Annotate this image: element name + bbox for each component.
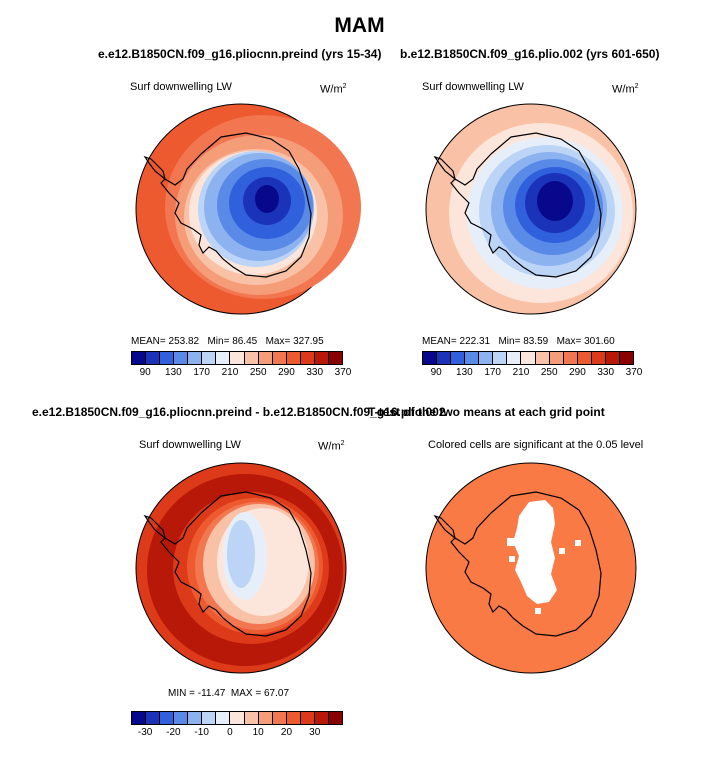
colorbar-swatch	[188, 712, 203, 724]
colorbar-swatch	[230, 712, 245, 724]
colorbar-tick-label: 30	[309, 727, 321, 738]
colorbar-tick-label: 290	[278, 367, 295, 378]
colorbar-tick-label: -30	[137, 727, 153, 738]
colorbar-swatch	[328, 712, 342, 724]
panel-3-map	[135, 462, 347, 674]
colorbar-tick-label: 370	[625, 367, 643, 378]
colorbar-swatch	[535, 352, 550, 364]
colorbar-tick-label: 370	[334, 367, 352, 378]
colorbar-tick-label: 90	[139, 367, 151, 378]
colorbar-swatch	[216, 352, 231, 364]
colorbar-swatch	[451, 352, 466, 364]
colorbar-swatch	[132, 352, 147, 364]
colorbar-swatch	[563, 352, 578, 364]
colorbar-swatch	[328, 352, 342, 364]
panel-1-stats: MEAN= 253.82 Min= 86.45 Max= 327.95	[131, 336, 324, 347]
colorbar-tick-label: 330	[597, 367, 615, 378]
colorbar-tick-label: 250	[540, 367, 558, 378]
panel-2-variable: Surf downwelling LW	[422, 81, 524, 93]
panel-2-colorbar	[422, 351, 634, 365]
colorbar-swatch	[146, 712, 161, 724]
colorbar-tick-label: 330	[306, 367, 324, 378]
colorbar-tick-label: 210	[512, 367, 530, 378]
panel-2-colorbar-ticks: 90 130 170 210 250 290 330 370	[422, 367, 643, 381]
colorbar-swatch	[258, 712, 273, 724]
colorbar-tick-label: 250	[249, 367, 267, 378]
colorbar-tick-label: 10	[252, 727, 264, 738]
colorbar-swatch	[619, 352, 633, 364]
colorbar-swatch	[286, 712, 301, 724]
colorbar-swatch	[465, 352, 480, 364]
colorbar-swatch	[437, 352, 452, 364]
colorbar-swatch	[258, 352, 273, 364]
colorbar-swatch	[479, 352, 494, 364]
colorbar-tick-label: 210	[221, 367, 239, 378]
colorbar-tick-label: 90	[430, 367, 442, 378]
colorbar-tick-label: 170	[193, 367, 210, 378]
colorbar-tick-label: 130	[456, 367, 473, 378]
panel-2-stats: MEAN= 222.31 Min= 83.59 Max= 301.60	[422, 336, 615, 347]
panel-2-map	[425, 103, 637, 315]
colorbar-swatch	[202, 352, 217, 364]
panel-2-units: W/m2	[612, 83, 639, 96]
colorbar-swatch	[300, 352, 315, 364]
panel-1-colorbar-ticks: 90 130 170 210 250 290 330 370	[131, 367, 352, 381]
colorbar-swatch	[314, 712, 329, 724]
panel-4-subtitle: Colored cells are significant at the 0.0…	[428, 439, 644, 451]
colorbar-swatch	[507, 352, 522, 364]
colorbar-swatch	[132, 712, 147, 724]
colorbar-swatch	[160, 352, 175, 364]
panel-1-title: e.e12.B1850CN.f09_g16.pliocnn.preind (yr…	[98, 47, 382, 61]
season-title: MAM	[334, 14, 385, 37]
panel-3-colorbar	[131, 711, 343, 725]
colorbar-tick-label: 130	[165, 367, 182, 378]
colorbar-tick-label: 0	[227, 727, 233, 738]
colorbar-swatch	[272, 352, 287, 364]
colorbar-swatch	[202, 712, 217, 724]
colorbar-tick-label: 170	[484, 367, 501, 378]
panel-3-units: W/m2	[318, 440, 345, 453]
panel-3-colorbar-ticks: -30 -20 -10 0 10 20 30	[131, 727, 343, 741]
panel-1-colorbar	[131, 351, 343, 365]
panel-3-title: e.e12.B1850CN.f09_g16.pliocnn.preind - b…	[32, 405, 446, 419]
colorbar-swatch	[230, 352, 245, 364]
colorbar-swatch	[146, 352, 161, 364]
colorbar-swatch	[300, 712, 315, 724]
colorbar-swatch	[286, 352, 301, 364]
panel-4-map	[425, 462, 637, 674]
colorbar-swatch	[188, 352, 203, 364]
colorbar-swatch	[591, 352, 606, 364]
panel-1-units: W/m2	[320, 83, 347, 96]
panel-4-title: T-test of the two means at each grid poi…	[368, 405, 605, 419]
colorbar-swatch	[577, 352, 592, 364]
colorbar-tick-label: 290	[569, 367, 586, 378]
colorbar-tick-label: 20	[280, 727, 293, 738]
colorbar-swatch	[244, 352, 259, 364]
colorbar-swatch	[314, 352, 329, 364]
panel-3-stats: MIN = -11.47 MAX = 67.07	[168, 688, 290, 699]
colorbar-swatch	[423, 352, 438, 364]
colorbar-swatch	[521, 352, 536, 364]
colorbar-tick-label: -20	[166, 727, 181, 738]
panel-3-variable: Surf downwelling LW	[139, 439, 241, 451]
colorbar-swatch	[174, 352, 189, 364]
colorbar-swatch	[160, 712, 175, 724]
colorbar-swatch	[216, 712, 231, 724]
colorbar-swatch	[493, 352, 508, 364]
colorbar-swatch	[174, 712, 189, 724]
panel-1-map	[135, 103, 361, 315]
colorbar-swatch	[549, 352, 564, 364]
colorbar-swatch	[272, 712, 287, 724]
colorbar-swatch	[244, 712, 259, 724]
colorbar-tick-label: -10	[194, 727, 209, 738]
colorbar-swatch	[605, 352, 620, 364]
panel-1-variable: Surf downwelling LW	[130, 81, 232, 93]
panel-2-title: b.e12.B1850CN.f09_g16.plio.002 (yrs 601-…	[400, 47, 660, 61]
